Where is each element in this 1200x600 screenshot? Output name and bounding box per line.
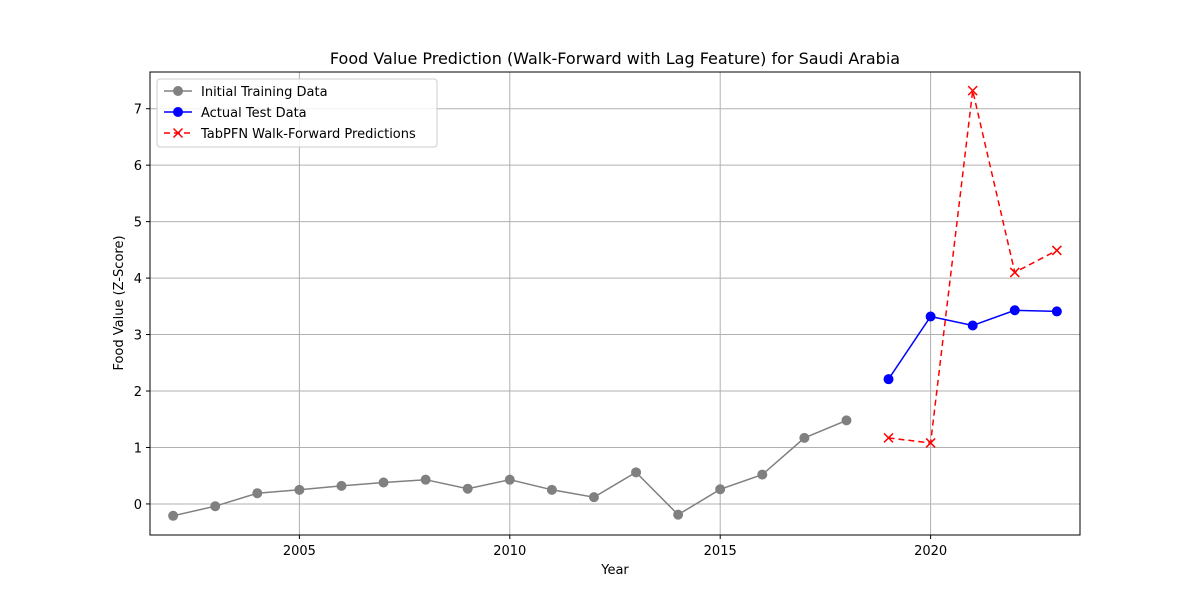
legend-item: Initial Training Data — [164, 85, 328, 100]
data-point — [715, 484, 726, 495]
legend-marker — [173, 107, 183, 117]
y-ticks: 0 1 2 3 4 5 6 7 — [134, 103, 150, 513]
y-tick-label: 6 — [134, 159, 142, 174]
data-point — [504, 474, 515, 485]
data-point — [1009, 267, 1020, 278]
legend-marker — [172, 127, 184, 139]
series-1 — [883, 305, 1062, 385]
data-point — [168, 510, 179, 521]
y-tick-label: 3 — [134, 329, 142, 344]
legend-label: TabPFN Walk-Forward Predictions — [200, 127, 416, 142]
data-point — [967, 85, 978, 96]
data-point — [1051, 245, 1062, 256]
data-point — [841, 415, 852, 426]
x-axis-label: Year — [600, 563, 629, 578]
data-point — [462, 483, 473, 494]
x-tick-label: 2010 — [493, 544, 526, 559]
data-point — [673, 509, 684, 520]
series-0 — [168, 415, 852, 521]
data-point — [378, 477, 389, 488]
series-layer — [168, 85, 1062, 521]
x-tick-label: 2005 — [283, 544, 316, 559]
y-axis-label: Food Value (Z-Score) — [112, 235, 127, 370]
data-point — [757, 469, 768, 480]
data-point — [1051, 306, 1062, 317]
x-tick-label: 2020 — [914, 544, 947, 559]
data-point — [883, 374, 894, 385]
legend-label: Actual Test Data — [201, 106, 307, 121]
y-tick-label: 5 — [134, 216, 142, 231]
legend-box — [156, 78, 438, 148]
data-point — [210, 501, 221, 512]
data-point — [252, 488, 263, 499]
series-2 — [883, 85, 1062, 448]
data-point — [546, 484, 557, 495]
data-point — [925, 437, 936, 448]
y-tick-label: 4 — [134, 272, 142, 287]
plot-frame — [149, 71, 1081, 536]
data-point — [967, 320, 978, 331]
data-point — [799, 432, 810, 443]
legend: Initial Training Data Actual Test Data Tab… — [156, 78, 438, 148]
y-tick-label: 7 — [134, 103, 142, 118]
data-point — [883, 432, 894, 443]
chart-title: Food Value Prediction (Walk-Forward with… — [330, 49, 900, 68]
legend-label: Initial Training Data — [201, 85, 328, 100]
data-point — [294, 484, 305, 495]
data-point — [420, 474, 431, 485]
data-point — [336, 480, 347, 491]
y-tick-label: 1 — [134, 441, 142, 456]
legend-marker — [173, 86, 183, 96]
data-point — [925, 311, 936, 322]
data-point — [631, 467, 642, 478]
legend-item: TabPFN Walk-Forward Predictions — [164, 127, 416, 142]
x-ticks: 2005 2010 2015 2020 — [283, 535, 947, 559]
legend-item: Actual Test Data — [164, 106, 307, 121]
y-tick-label: 0 — [134, 498, 142, 513]
x-tick-label: 2015 — [704, 544, 737, 559]
series-line — [888, 90, 1058, 444]
y-tick-label: 2 — [134, 385, 142, 400]
data-point — [588, 492, 599, 503]
data-point — [1009, 305, 1020, 316]
